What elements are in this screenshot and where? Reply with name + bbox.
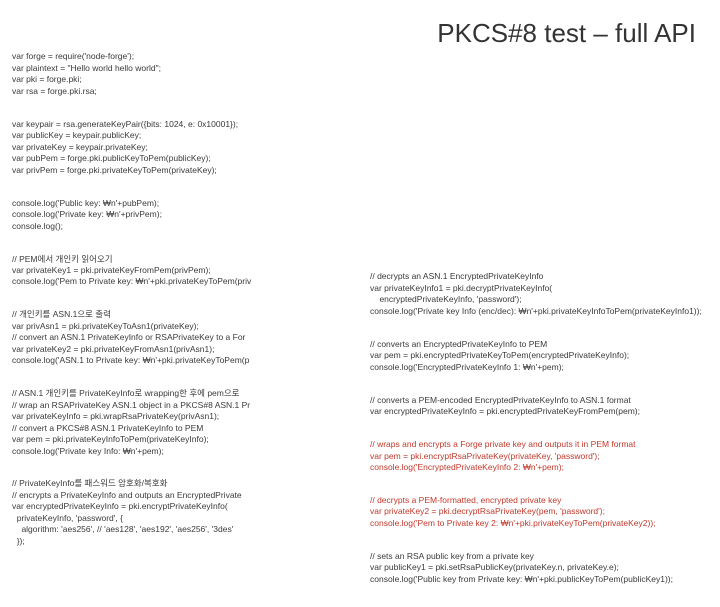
code-block: // decrypts an ASN.1 EncryptedPrivateKey…	[370, 271, 710, 317]
code-block: // converts an EncryptedPrivateKeyInfo t…	[370, 339, 710, 373]
code-block: // converts a PEM-encoded EncryptedPriva…	[370, 395, 710, 418]
page-title: PKCS#8 test – full API	[437, 18, 696, 49]
code-block: console.log('Public key: ₩n'+pubPem); co…	[12, 198, 362, 232]
code-block: var forge = require('node-forge'); var p…	[12, 51, 362, 97]
code-block-highlight: // wraps and encrypts a Forge private ke…	[370, 439, 710, 473]
code-block: // PEM에서 개인키 읽어오기 var privateKey1 = pki.…	[12, 254, 362, 288]
code-block: // PrivateKeyInfo를 패스워드 암호화/복호화 // encry…	[12, 478, 362, 547]
right-column: // decrypts an ASN.1 EncryptedPrivateKey…	[370, 260, 710, 607]
code-block: // ASN.1 개인키를 PrivateKeyInfo로 wrapping한 …	[12, 388, 362, 457]
code-block: var keypair = rsa.generateKeyPair({bits:…	[12, 119, 362, 176]
code-block: // sets an RSA public key from a private…	[370, 551, 710, 585]
left-column: var forge = require('node-forge'); var p…	[12, 40, 362, 569]
code-block-highlight: // decrypts a PEM-formatted, encrypted p…	[370, 495, 710, 529]
code-block: // 개인키를 ASN.1으로 출력 var privAsn1 = pki.pr…	[12, 309, 362, 366]
